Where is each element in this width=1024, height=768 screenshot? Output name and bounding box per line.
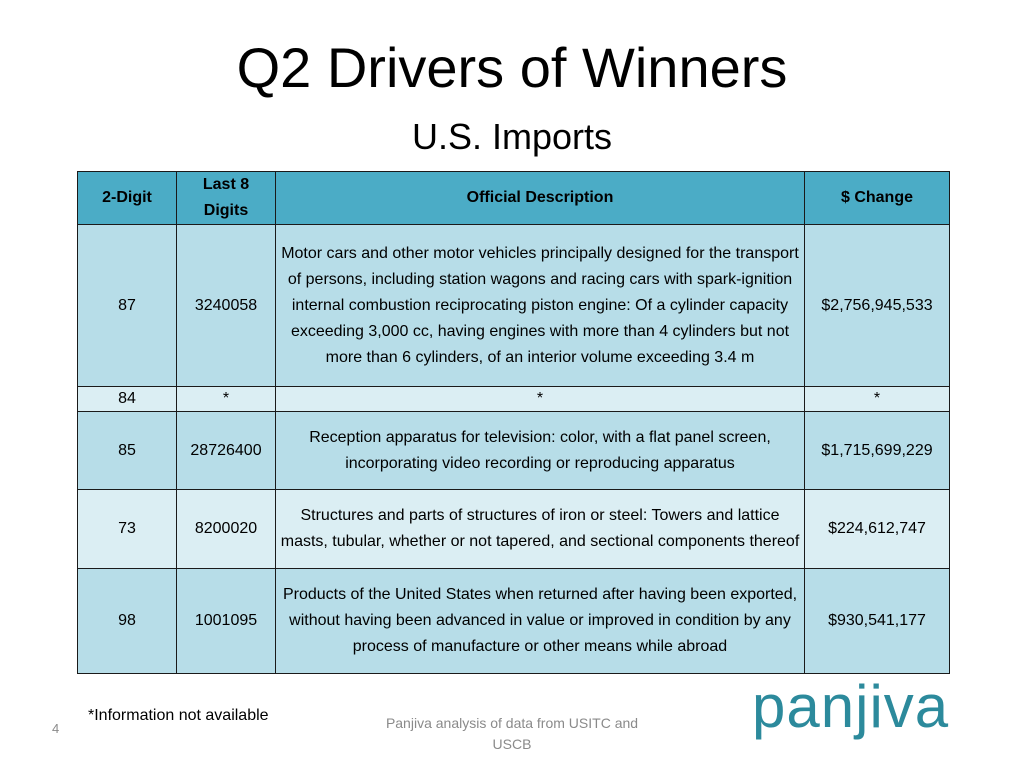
cell-last-8-digits: 8200020: [176, 489, 276, 569]
table-header-row: 2-Digit Last 8 Digits Official Descripti…: [77, 171, 950, 225]
cell-description: Reception apparatus for television: colo…: [275, 411, 805, 490]
cell-description: Products of the United States when retur…: [275, 568, 805, 674]
column-header-change: $ Change: [804, 171, 950, 225]
cell-2-digit: 73: [77, 489, 177, 569]
slide-title: Q2 Drivers of Winners: [236, 36, 788, 99]
cell-2-digit: 84: [77, 386, 177, 412]
cell-description: Structures and parts of structures of ir…: [275, 489, 805, 569]
table-row: 84 * * *: [77, 386, 950, 412]
cell-change: $2,756,945,533: [804, 224, 950, 387]
cell-last-8-digits: 3240058: [176, 224, 276, 387]
cell-last-8-digits: 28726400: [176, 411, 276, 490]
cell-2-digit: 87: [77, 224, 177, 387]
slide-subtitle: U.S. Imports: [411, 116, 613, 157]
imports-table: 2-Digit Last 8 Digits Official Descripti…: [77, 171, 950, 674]
cell-2-digit: 85: [77, 411, 177, 490]
table-row: 87 3240058 Motor cars and other motor ve…: [77, 224, 950, 387]
cell-description: Motor cars and other motor vehicles prin…: [275, 224, 805, 387]
cell-change: $930,541,177: [804, 568, 950, 674]
table-row: 85 28726400 Reception apparatus for tele…: [77, 411, 950, 490]
cell-description: *: [275, 386, 805, 412]
cell-change: *: [804, 386, 950, 412]
cell-2-digit: 98: [77, 568, 177, 674]
table-row: 98 1001095 Products of the United States…: [77, 568, 950, 674]
cell-last-8-digits: 1001095: [176, 568, 276, 674]
column-header-official-description: Official Description: [275, 171, 805, 225]
column-header-2-digit: 2-Digit: [77, 171, 177, 225]
cell-change: $224,612,747: [804, 489, 950, 569]
footnote: *Information not available: [88, 707, 269, 724]
cell-last-8-digits: *: [176, 386, 276, 412]
panjiva-logo: panjiva: [752, 673, 950, 740]
page-number: 4: [52, 721, 60, 736]
column-header-last-8-digits: Last 8 Digits: [176, 171, 276, 225]
cell-change: $1,715,699,229: [804, 411, 950, 490]
source-attribution: Panjiva analysis of data from USITC and …: [385, 715, 639, 752]
table-row: 73 8200020 Structures and parts of struc…: [77, 489, 950, 569]
